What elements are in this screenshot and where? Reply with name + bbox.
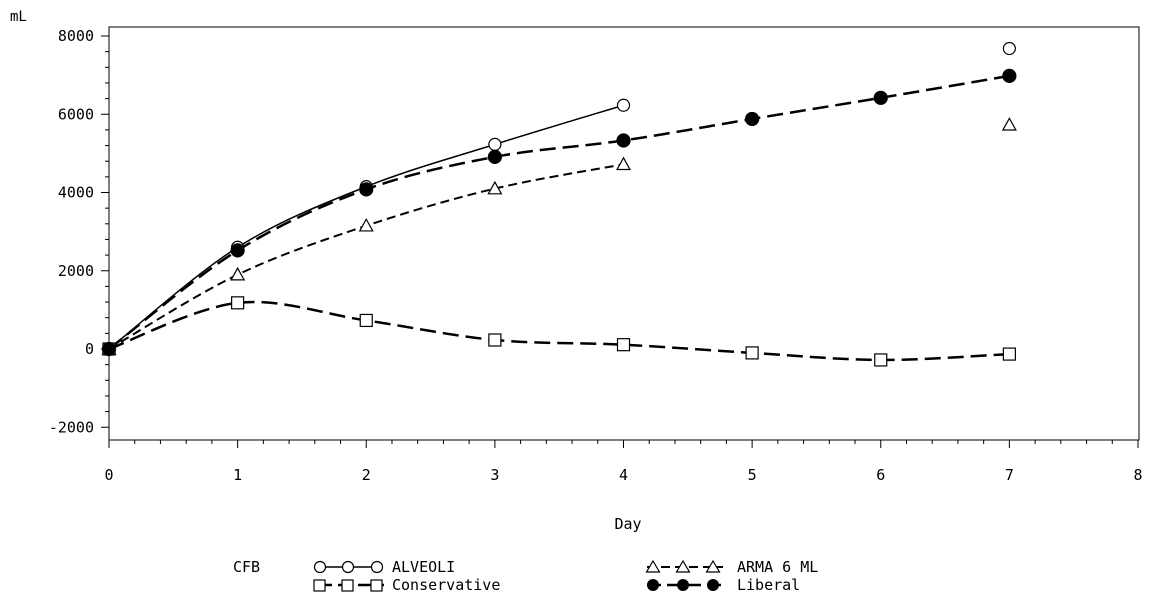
legend-entry-liberal: Liberal [647,576,800,594]
legend-marker-liberal [707,579,719,591]
x-tick-label: 4 [619,466,628,484]
y-tick-label: 8000 [58,27,94,45]
y-tick-label: -2000 [49,418,94,436]
legend-marker-arma [675,559,691,573]
data-point-alveoli [1002,41,1016,56]
legend-marker-conservative [313,579,326,592]
legend-label-alveoli: ALVEOLI [392,558,455,576]
x-axis-label: Day [614,515,641,533]
data-point-alveoli [488,137,502,151]
data-point-liberal [359,182,374,197]
legend-marker-conservative [370,579,383,592]
data-point-liberal [101,341,117,357]
legend-label-arma: ARMA 6 ML [737,558,818,576]
data-point-arma-6-ml [615,156,632,171]
axis-ticks: 0 1 2 3 4 5 6 7 8 -2000 0 2000 4000 6000 8000 [49,27,1143,484]
legend-entry-alveoli: ALVEOLI [313,558,455,576]
data-point-conservative [745,346,759,360]
y-tick-label: 0 [85,340,94,358]
x-tick-label: 1 [233,466,242,484]
data-point-liberal [1002,68,1017,84]
data-point-alveoli [616,98,631,112]
series-line-conservative [108,300,1010,362]
y-tick-label: 4000 [58,184,94,202]
x-tick-label: 3 [490,466,499,484]
data-point-conservative [874,353,888,367]
series-markers [101,41,1017,367]
data-point-conservative [1002,347,1016,361]
legend-marker-alveoli [313,560,327,574]
x-tick-label: 7 [1005,466,1014,484]
x-tick-label: 2 [362,466,371,484]
legend-label-liberal: Liberal [737,576,800,594]
legend: CFB ALVEOLI ARMA 6 ML Conservative [233,558,818,594]
y-axis-label: mL [10,9,27,25]
legend-label-conservative: Conservative [392,576,500,594]
data-point-conservative [488,333,502,347]
data-point-arma-6-ml [230,266,246,281]
data-point-liberal [487,149,502,164]
legend-marker-arma [645,559,661,573]
data-point-arma-6-ml [487,180,503,195]
x-tick-label: 8 [1133,466,1142,484]
data-point-liberal [745,111,760,127]
legend-marker-liberal [677,579,689,591]
x-tick-label: 6 [876,466,885,484]
data-point-conservative [231,296,245,310]
data-point-liberal [616,133,631,148]
data-point-liberal [230,243,245,258]
legend-marker-conservative [341,579,354,592]
data-point-liberal [873,90,888,105]
legend-marker-arma [705,559,721,573]
legend-marker-alveoli [341,560,355,574]
y-tick-label: 2000 [58,262,94,280]
x-tick-label: 0 [104,466,113,484]
data-point-conservative [359,313,373,328]
data-point-arma-6-ml [358,218,374,232]
y-tick-label: 6000 [58,105,94,123]
legend-entry-conservative: Conservative [313,576,500,594]
legend-marker-alveoli [370,560,384,574]
data-point-arma-6-ml [1001,117,1017,131]
legend-title: CFB [233,558,260,576]
data-point-conservative [616,338,631,352]
legend-marker-liberal [647,579,659,591]
x-tick-label: 5 [748,466,757,484]
legend-entry-arma: ARMA 6 ML [645,558,818,576]
